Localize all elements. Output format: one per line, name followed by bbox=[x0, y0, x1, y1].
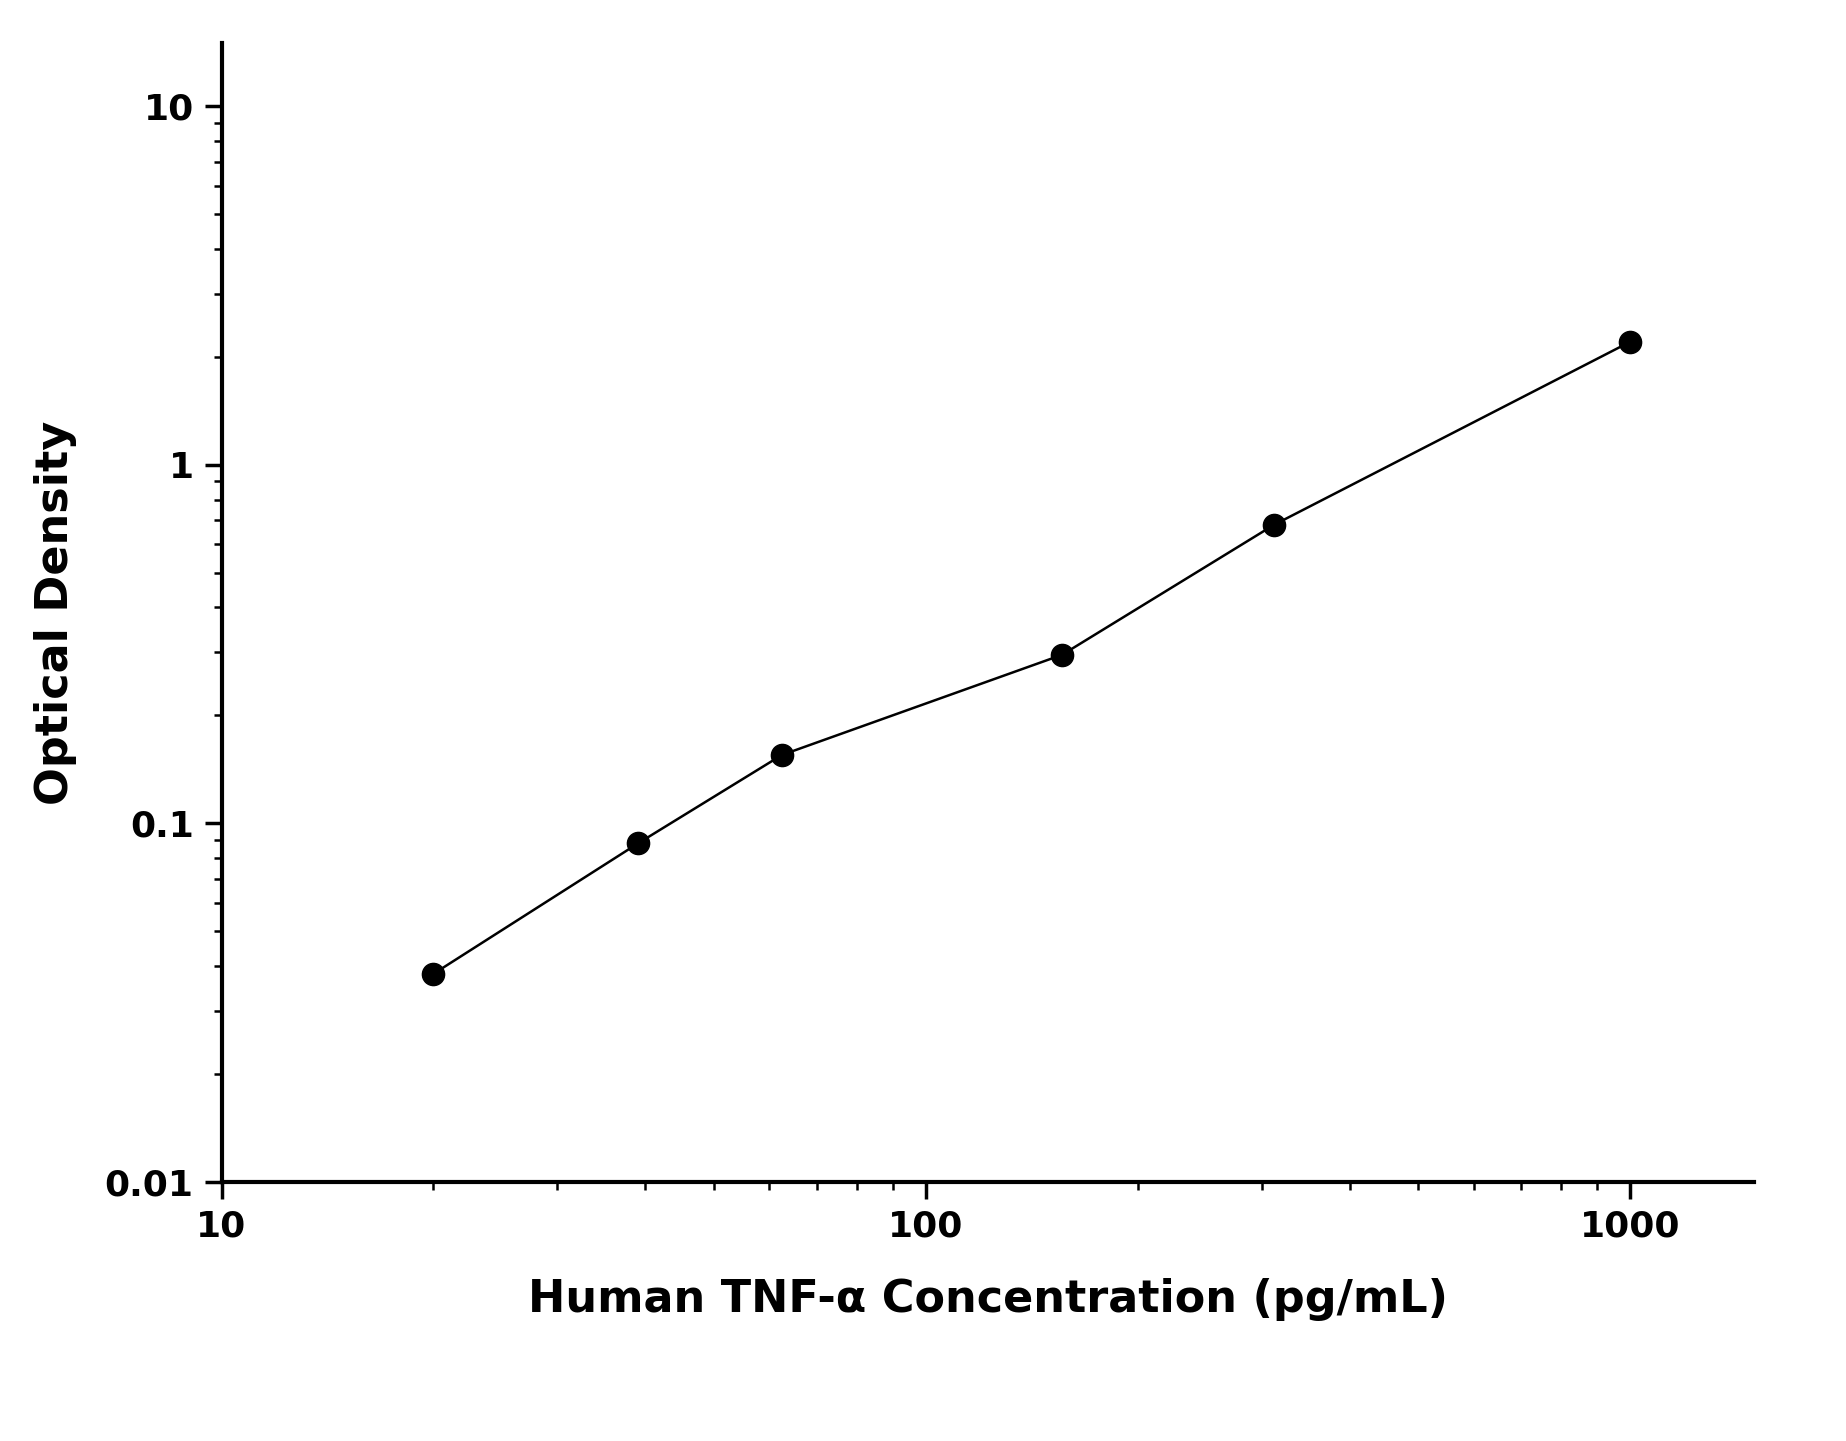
Point bbox=[1259, 513, 1289, 536]
Point bbox=[624, 831, 653, 855]
Point bbox=[768, 744, 797, 767]
X-axis label: Human TNF-α Concentration (pg/mL): Human TNF-α Concentration (pg/mL) bbox=[528, 1278, 1447, 1321]
Y-axis label: Optical Density: Optical Density bbox=[33, 421, 78, 804]
Point bbox=[419, 963, 449, 986]
Point bbox=[1047, 643, 1076, 666]
Point bbox=[1615, 330, 1645, 353]
